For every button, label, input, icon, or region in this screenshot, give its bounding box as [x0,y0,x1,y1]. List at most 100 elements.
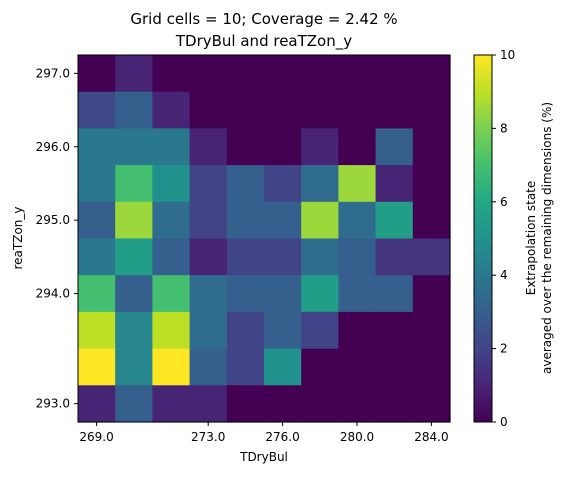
heatmap-cell [115,91,153,129]
heatmap-cell [338,91,377,129]
heatmap-cell [152,128,191,166]
x-tick-label: 273.0 [191,430,225,444]
x-axis: 269.0 273.0 276.0 280.0 284.0 [79,422,449,444]
heatmap-cell [264,238,302,276]
heatmap-cell [152,238,191,276]
heatmap-cell [115,128,153,166]
heatmap-cell [189,55,228,93]
heatmap-cell [152,385,191,423]
heatmap-cell [338,385,377,423]
heatmap-cell [189,91,228,129]
heatmap-cell [375,275,414,313]
heatmap-cell [375,201,414,240]
heatmap-cell [78,91,116,129]
heatmap-cell [412,55,451,93]
heatmap-cell [412,165,451,203]
heatmap-cell [301,238,339,276]
colorbar-tick-label: 10 [500,48,515,62]
heatmap-cell [338,275,377,313]
y-tick-label: 297.0 [36,66,70,80]
colorbar-tick-label: 6 [500,195,508,209]
heatmap-cell [301,311,339,350]
heatmap-cell [301,165,339,203]
heatmap-cell [264,311,302,350]
heatmap-cell [152,275,191,313]
heatmap-cell [115,385,153,423]
heatmap-cell [412,238,451,276]
heatmap-cell [78,238,116,276]
colorbar-axis: 10 8 6 4 2 0 [492,48,515,429]
heatmap-cell [375,385,414,423]
heatmap-cell [264,55,302,93]
heatmap-cell [338,201,377,240]
colorbar-tick-label: 2 [500,342,508,356]
heatmap-cell [338,128,377,166]
heatmap-cell [78,55,116,93]
heatmap-cell [226,165,265,203]
colorbar-label-line2: averaged over the remaining dimensions (… [540,102,554,374]
heatmap-cell [264,201,302,240]
heatmap-cell [189,385,228,423]
heatmap-cell [78,385,116,423]
heatmap-cell [152,311,191,350]
heatmap-cell [338,311,377,350]
heatmap-cell [189,348,228,386]
heatmap-cell [375,165,414,203]
heatmap-cell [115,275,153,313]
x-tick-label: 276.0 [265,430,299,444]
heatmap-cell [301,55,339,93]
plot-frame [77,54,451,423]
heatmap-cell [412,275,451,313]
heatmap-cell [189,311,228,350]
y-axis-label: reaTZon_y [11,206,25,269]
heatmap-cell [115,201,153,240]
heatmap-cell [301,201,339,240]
chart-subtitle: TDryBul and reaTZon_y [175,32,352,51]
heatmap-cell [115,55,153,93]
heatmap-cell [412,348,451,386]
x-tick-label: 280.0 [340,430,374,444]
heatmap-cell [189,201,228,240]
heatmap-cell [226,128,265,166]
y-axis: 297.0 296.0 295.0 294.0 293.0 [36,66,78,411]
y-tick-label: 295.0 [36,213,70,227]
heatmap-cell [375,91,414,129]
heatmap-cell [338,348,377,386]
heatmap-cell [412,91,451,129]
heatmap-cell [78,275,116,313]
x-tick-label: 269.0 [79,430,113,444]
heatmap-cell [226,238,265,276]
heatmap-cell [152,91,191,129]
colorbar-tick-label: 8 [500,121,508,135]
heatmap-cell [301,348,339,386]
heatmap-cell [115,238,153,276]
heatmap-cell [375,55,414,93]
heatmap-cell [338,238,377,276]
heatmap-cell [226,311,265,350]
heatmap-cell [152,348,191,386]
heatmap-cell [152,201,191,240]
heatmap-cell [412,201,451,240]
heatmap-cell [264,348,302,386]
colorbar-tick-label: 4 [500,268,508,282]
heatmap-cell [264,128,302,166]
heatmap-cell [264,385,302,423]
heatmap-cell [115,165,153,203]
y-tick-label: 296.0 [36,140,70,154]
y-tick-label: 293.0 [36,397,70,411]
heatmap-cell [301,128,339,166]
heatmap-cell [189,165,228,203]
heatmap-cell [412,385,451,423]
heatmap-cell [338,55,377,93]
heatmap-cell [226,201,265,240]
heatmap-cell [375,238,414,276]
heatmap-cell [152,55,191,93]
heatmap-cell [412,128,451,166]
heatmap-cell [412,311,451,350]
heatmap-cell [189,128,228,166]
heatmap-cell [78,165,116,203]
heatmap-cell [78,348,116,386]
colorbar-label-line1: Extrapolation state [524,181,538,296]
x-axis-label: TDryBul [239,450,288,464]
heatmap-cell [375,348,414,386]
